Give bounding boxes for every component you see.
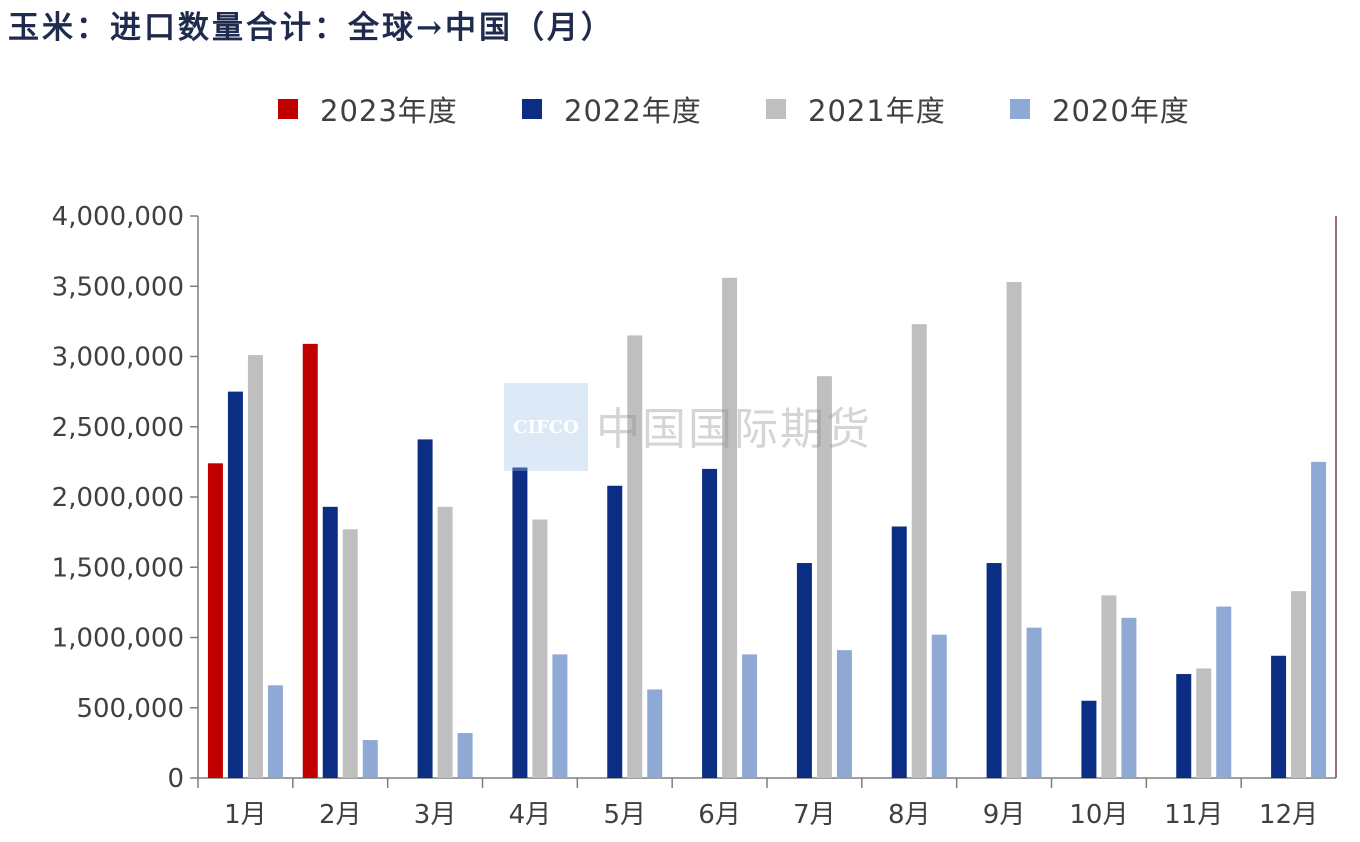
bar bbox=[911, 324, 927, 778]
y-tick-label: 3,500,000 bbox=[52, 272, 184, 302]
x-tick-label: 8月 bbox=[888, 800, 931, 830]
bar bbox=[437, 506, 453, 778]
x-tick-label: 10月 bbox=[1069, 800, 1128, 830]
bar bbox=[227, 391, 243, 778]
bar bbox=[647, 689, 663, 778]
legend-label: 2020年度 bbox=[1052, 94, 1190, 128]
y-tick-label: 2,500,000 bbox=[52, 413, 184, 443]
y-tick-label: 1,500,000 bbox=[52, 553, 184, 583]
bar bbox=[836, 650, 852, 778]
bar bbox=[512, 467, 528, 778]
bar bbox=[1176, 674, 1192, 778]
legend-item: 2023年度 bbox=[278, 88, 522, 130]
bar bbox=[267, 685, 283, 778]
legend-item: 2022年度 bbox=[522, 88, 766, 130]
bar bbox=[891, 526, 907, 778]
bar bbox=[1196, 668, 1212, 778]
bar bbox=[1291, 591, 1307, 778]
legend-item: 2020年度 bbox=[1010, 88, 1254, 130]
bar bbox=[1026, 627, 1042, 778]
legend: 2023年度 2022年度 2021年度 2020年度 bbox=[278, 88, 1254, 130]
bar bbox=[532, 519, 548, 778]
y-tick-label: 500,000 bbox=[76, 694, 184, 724]
y-tick-label: 1,000,000 bbox=[52, 624, 184, 654]
bar bbox=[552, 654, 568, 778]
bar bbox=[207, 463, 223, 778]
y-tick-label: 4,000,000 bbox=[52, 202, 184, 232]
bar bbox=[1006, 282, 1022, 778]
x-tick-label: 9月 bbox=[983, 800, 1026, 830]
x-tick-label: 5月 bbox=[603, 800, 646, 830]
bar bbox=[1271, 655, 1287, 778]
x-tick-label: 12月 bbox=[1259, 800, 1318, 830]
bar bbox=[722, 277, 738, 778]
legend-swatch bbox=[1010, 99, 1030, 119]
bar bbox=[1121, 617, 1137, 778]
y-tick-label: 2,000,000 bbox=[52, 483, 184, 513]
x-tick-label: 11月 bbox=[1164, 800, 1223, 830]
bar bbox=[627, 335, 643, 778]
bar bbox=[986, 563, 1002, 778]
bar bbox=[1216, 606, 1232, 778]
x-tick-label: 6月 bbox=[698, 800, 741, 830]
bar bbox=[1101, 595, 1117, 778]
y-tick-label: 0 bbox=[167, 764, 184, 794]
legend-swatch bbox=[766, 99, 786, 119]
legend-label: 2021年度 bbox=[808, 94, 946, 128]
bar bbox=[302, 343, 318, 778]
bar bbox=[417, 439, 433, 778]
bar bbox=[362, 740, 378, 778]
bar bbox=[607, 485, 623, 778]
legend-swatch bbox=[522, 99, 542, 119]
bar bbox=[1311, 461, 1327, 778]
bar bbox=[1081, 700, 1097, 778]
bar bbox=[742, 654, 758, 778]
x-tick-label: 7月 bbox=[793, 800, 836, 830]
y-tick-label: 3,000,000 bbox=[52, 343, 184, 373]
bar bbox=[342, 529, 358, 778]
bar bbox=[457, 733, 473, 778]
x-tick-label: 2月 bbox=[319, 800, 362, 830]
legend-label: 2023年度 bbox=[320, 94, 458, 128]
bar bbox=[247, 355, 263, 778]
bar bbox=[931, 634, 947, 778]
chart-title: 玉米：进口数量合计：全球→中国（月） bbox=[8, 10, 615, 46]
x-tick-label: 1月 bbox=[224, 800, 267, 830]
bar bbox=[322, 506, 338, 778]
legend-item: 2021年度 bbox=[766, 88, 1010, 130]
bar bbox=[796, 563, 812, 778]
bar bbox=[702, 468, 718, 778]
x-tick-label: 3月 bbox=[414, 800, 457, 830]
bar bbox=[816, 376, 832, 778]
legend-swatch bbox=[278, 99, 298, 119]
legend-label: 2022年度 bbox=[564, 94, 702, 128]
x-tick-label: 4月 bbox=[509, 800, 552, 830]
